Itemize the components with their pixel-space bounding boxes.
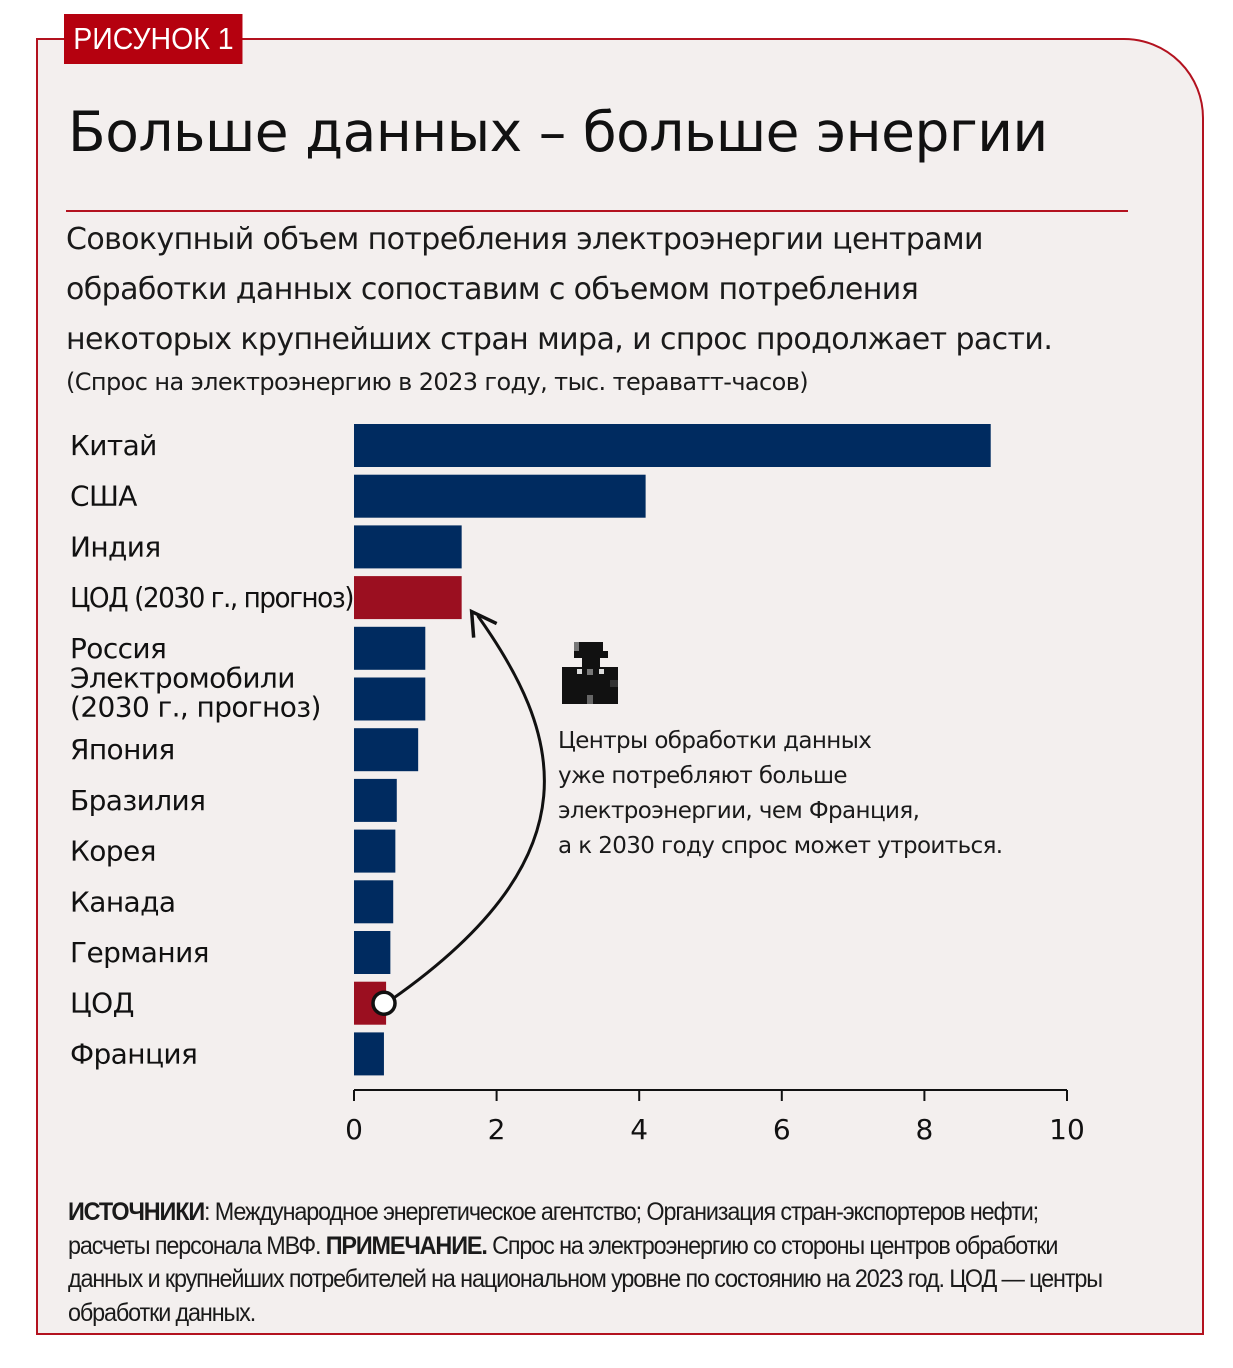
title-divider: [66, 210, 1128, 212]
annotation-line: Центры обработки данных: [558, 728, 872, 754]
subtitle-line: Совокупный объем потребления электроэнер…: [66, 222, 984, 257]
x-tick-label: 10: [1049, 1113, 1085, 1146]
units-note: (Спрос на электроэнергию в 2023 году, ты…: [66, 368, 809, 396]
footer-notes: ИСТОЧНИКИ: Международное энергетическое …: [68, 1196, 1106, 1330]
bar: [354, 880, 394, 924]
annotation-line: уже потребляют больше: [558, 763, 848, 789]
bar: [354, 677, 426, 721]
figure-tag: РИСУНОК 1: [64, 14, 243, 64]
bar: [354, 829, 396, 873]
category-label: США: [70, 480, 137, 513]
chart-title: Больше данных – больше энергии: [68, 100, 1048, 164]
x-tick-label: 4: [630, 1113, 648, 1146]
category-label: Электромобили: [70, 662, 295, 695]
subtitle-line: некоторых крупнейших стран мира, и спрос…: [66, 322, 1053, 357]
subtitle-line: обработки данных сопоставим с объемом по…: [66, 272, 919, 307]
arrow-head: [469, 608, 498, 638]
bar: [354, 626, 426, 670]
x-tick-label: 0: [345, 1113, 363, 1146]
category-label: Канада: [70, 885, 175, 918]
bar: [354, 931, 391, 974]
figure-frame: [36, 38, 1204, 1335]
bar: [354, 474, 646, 518]
arrow-origin-dot: [371, 990, 397, 1016]
category-label: Россия: [70, 632, 166, 665]
category-label: (2030 г., прогноз): [70, 691, 321, 724]
person-pixel-icon: [562, 642, 618, 704]
bar: [354, 424, 991, 467]
category-label: Китай: [70, 429, 157, 462]
category-label: Индия: [70, 530, 161, 563]
category-label: Корея: [70, 835, 156, 868]
annotation-arrow: [371, 608, 546, 1016]
sources-label: ИСТОЧНИКИ: [68, 1198, 205, 1226]
chart-subtitle: Совокупный объем потребления электроэнер…: [66, 215, 1166, 365]
x-tick-label: 2: [488, 1113, 506, 1146]
x-tick-label: 8: [915, 1113, 933, 1146]
category-labels: Китай США Индия ЦОД (2030 г., прогноз) Росси…: [70, 429, 355, 1070]
category-label: Франция: [70, 1037, 197, 1070]
note-label: ПРИМЕЧАНИЕ.: [325, 1231, 488, 1260]
bar: [354, 1032, 384, 1076]
category-label: ЦОД (2030 г., прогноз): [70, 581, 353, 614]
x-axis: 0 2 4 6 8 10: [345, 1089, 1085, 1146]
bar: [354, 525, 462, 569]
note-text: Спрос на электроэнергию со стороны центр…: [68, 1231, 1103, 1327]
annotation-line: а к 2030 году спрос может утроиться.: [558, 833, 1003, 859]
category-label: Бразилия: [70, 784, 205, 817]
bar: [354, 576, 462, 620]
sources-text: : Международное энергетическое агентство…: [68, 1198, 1039, 1260]
annotation-text: Центры обработки данных уже потребляют б…: [558, 724, 1003, 864]
category-label: ЦОД: [70, 987, 134, 1020]
x-tick-label: 6: [773, 1113, 791, 1146]
bar: [354, 728, 419, 772]
arrow-curve: [391, 614, 546, 1001]
category-label: Германия: [70, 936, 209, 969]
annotation-line: электроэнергии, чем Франция,: [558, 798, 920, 824]
category-label: Япония: [70, 733, 175, 766]
bar: [354, 778, 397, 822]
